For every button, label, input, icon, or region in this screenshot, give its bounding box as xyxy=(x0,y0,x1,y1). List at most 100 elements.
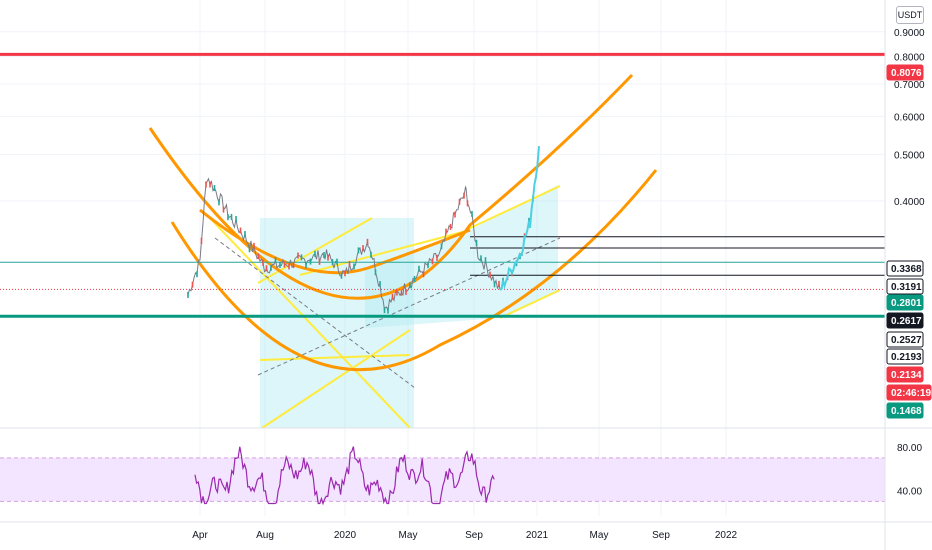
price-badge: 0.2617 xyxy=(886,312,924,329)
candle xyxy=(409,282,411,289)
time-tick-label: May xyxy=(399,530,418,541)
candle xyxy=(244,231,246,238)
candle xyxy=(274,257,277,264)
price-badge-bg xyxy=(886,348,924,365)
candle xyxy=(366,238,369,245)
price-badge: 0.8076 xyxy=(886,64,924,81)
chart-drawings xyxy=(148,73,658,429)
candle xyxy=(387,307,389,314)
candle xyxy=(413,276,416,283)
candle xyxy=(309,258,312,265)
price-badge-label: 0.2193 xyxy=(891,352,922,363)
candle xyxy=(205,181,207,188)
candle xyxy=(396,289,398,296)
candle xyxy=(498,280,500,287)
candle xyxy=(297,252,299,259)
price-badge-bg xyxy=(886,294,924,311)
candle xyxy=(449,223,452,230)
price-badge: 0.3191 xyxy=(886,278,924,295)
price-badge: 0.2527 xyxy=(886,331,924,348)
price-tick-label: 0.5000 xyxy=(894,150,925,161)
trend-line xyxy=(257,217,373,284)
candle xyxy=(336,258,338,265)
candle xyxy=(222,206,225,213)
price-badge-label: 0.8076 xyxy=(891,68,922,79)
candle xyxy=(340,272,343,279)
time-tick-label: Aug xyxy=(256,530,274,541)
candle xyxy=(480,255,482,262)
candle xyxy=(493,281,496,288)
candle xyxy=(318,258,321,265)
time-tick-label: Sep xyxy=(465,530,483,541)
candle xyxy=(489,271,491,278)
candle xyxy=(327,254,329,261)
price-badge-label: 0.2617 xyxy=(891,316,922,327)
price-tick-label: 0.8000 xyxy=(894,52,925,63)
candle xyxy=(383,307,386,314)
price-badge-label: 0.2134 xyxy=(891,370,922,381)
grid-lines xyxy=(0,0,885,516)
currency-selector[interactable]: USDT xyxy=(896,6,924,24)
arc-curve xyxy=(199,208,471,275)
candle xyxy=(374,269,377,276)
candle xyxy=(323,252,325,259)
trend-line xyxy=(206,214,411,429)
time-tick-label: Sep xyxy=(652,530,670,541)
trend-line xyxy=(299,229,471,276)
highlight-series xyxy=(499,146,540,291)
rsi-band xyxy=(0,457,885,502)
candle xyxy=(484,257,487,264)
trend-line xyxy=(261,329,411,429)
price-badge-bg xyxy=(886,278,924,295)
rsi-pane xyxy=(0,446,885,506)
price-badge-bg xyxy=(886,64,924,81)
candle xyxy=(353,263,355,270)
candle xyxy=(292,262,295,269)
candle xyxy=(445,228,447,235)
candle xyxy=(213,185,216,192)
candle xyxy=(265,265,268,272)
price-badge: 0.2801 xyxy=(886,294,924,311)
trend-line xyxy=(259,354,411,361)
horizontal-levels xyxy=(0,52,885,318)
rsi-tick-label: 40.00 xyxy=(897,486,922,497)
price-badge: 0.2193 xyxy=(886,348,924,365)
dashed-line xyxy=(257,237,561,376)
candle xyxy=(230,213,233,220)
candle xyxy=(405,288,407,295)
price-badge-label: 0.3368 xyxy=(891,264,922,275)
candle xyxy=(283,261,286,268)
candle xyxy=(253,242,255,249)
price-tick-label: 0.9000 xyxy=(894,28,925,39)
candle xyxy=(288,263,290,270)
candle xyxy=(262,259,264,266)
time-tick-label: Apr xyxy=(192,530,208,541)
candle xyxy=(218,199,220,206)
candle xyxy=(314,250,316,257)
candle xyxy=(196,271,198,278)
price-badge-bg xyxy=(886,384,932,401)
candle xyxy=(348,261,351,268)
time-tick-label: 2021 xyxy=(526,530,549,541)
candle xyxy=(379,281,381,288)
price-badge: 02:46:19 xyxy=(886,384,932,401)
candle xyxy=(331,259,334,266)
price-badge-bg xyxy=(886,366,924,383)
trend-line xyxy=(499,289,561,319)
candle xyxy=(270,264,272,271)
price-badge-label: 0.3191 xyxy=(891,282,922,293)
candle xyxy=(466,200,469,207)
candle xyxy=(239,227,242,234)
price-badge: 0.1468 xyxy=(886,402,924,419)
candle xyxy=(279,261,281,268)
highlight-box xyxy=(365,185,558,328)
trend-line xyxy=(465,185,561,231)
price-badge-bg xyxy=(886,260,924,277)
price-tick-label: 0.4000 xyxy=(894,197,925,208)
candle xyxy=(454,211,456,218)
candle xyxy=(209,181,211,188)
candle xyxy=(440,243,443,250)
rsi-tick-label: 80.00 xyxy=(897,443,922,454)
candle xyxy=(227,214,229,221)
